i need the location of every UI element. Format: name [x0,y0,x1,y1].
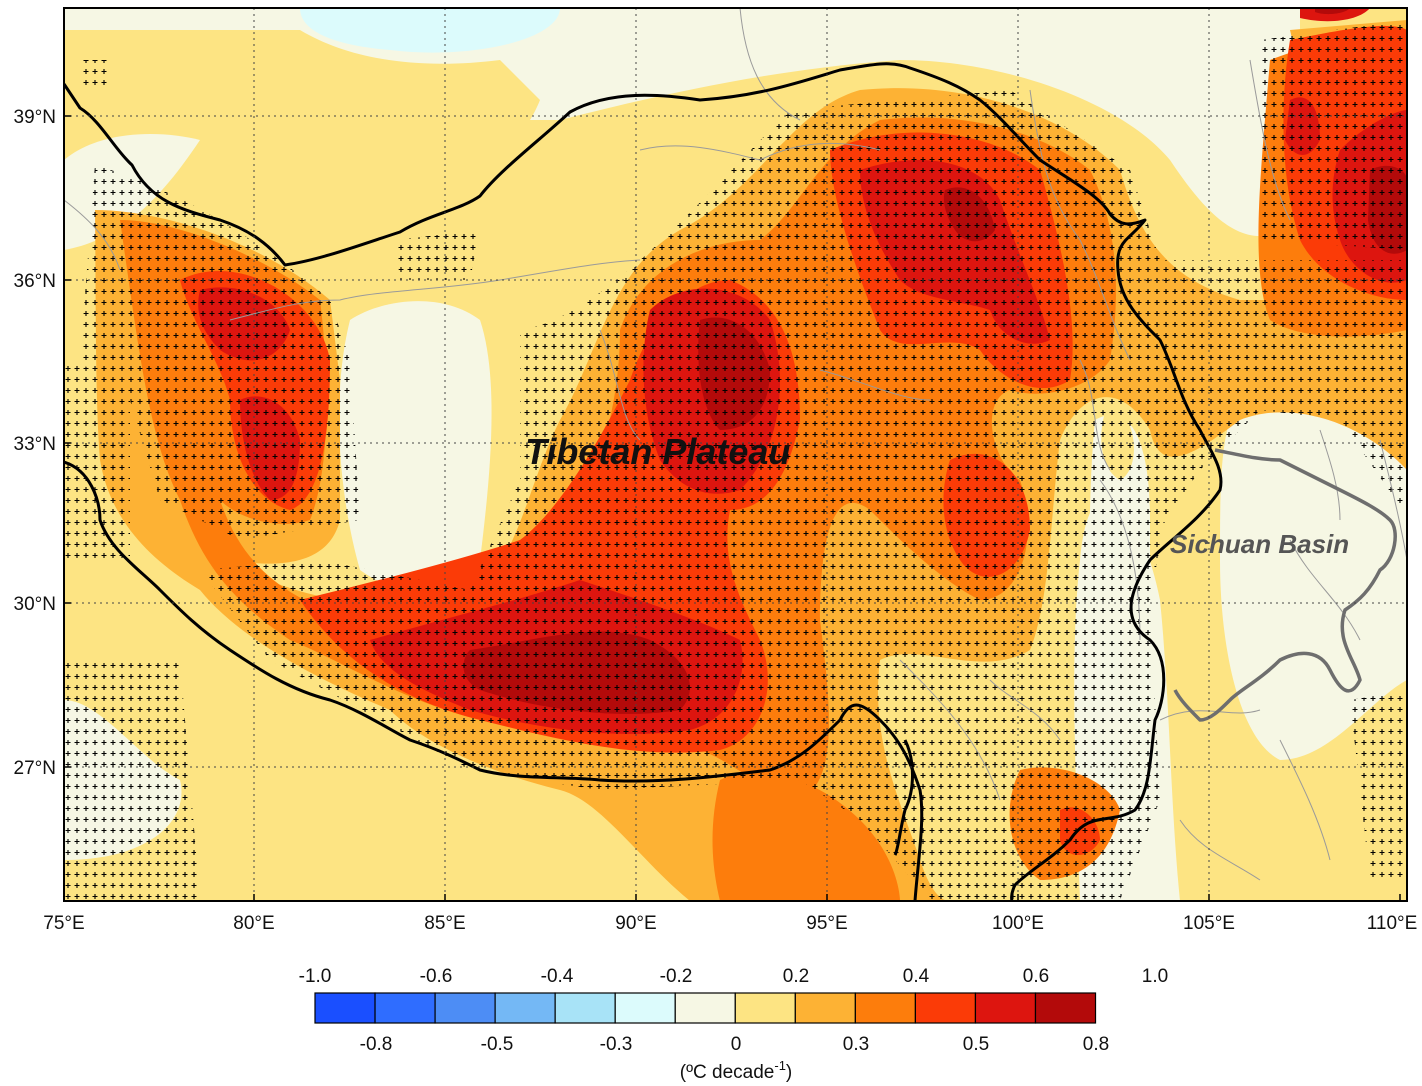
graticule [64,8,1407,901]
axis-ticks [63,115,1401,901]
colorbar-swatch [854,992,916,1024]
colorbar-swatch [374,992,436,1024]
map-frame [63,7,1408,902]
colorbar-label-top-2: -0.6 [420,966,453,987]
colorbar-label-bottom-3: -0.3 [600,1034,633,1055]
colorbar-label-top-4: -0.2 [660,966,693,987]
sichuan-basin-boundary [1173,448,1397,722]
y-tick-33n: 33°N [14,434,56,455]
colorbar-swatch [974,992,1037,1024]
colorbar-label-top-3: -0.4 [541,966,574,987]
tibetan-plateau-label: Tibetan Plateau [525,431,790,472]
sichuan-basin-label: Sichuan Basin [1170,529,1349,559]
x-tick-85e: 85°E [424,913,465,934]
tibetan-plateau-boundary [64,62,1223,901]
colorbar-label-top-5: 0.2 [783,966,809,987]
cool-pocket-west [339,301,492,592]
y-tick-36n: 36°N [14,271,56,292]
colorbar-unit-superscript: -1 [774,1058,786,1073]
x-tick-80e: 80°E [233,913,274,934]
colorbar-label-bottom-2: -0.5 [481,1034,514,1055]
colorbar-unit: (ºC decade-1) [680,1058,793,1083]
colorbar-swatch [734,992,796,1024]
colorbar-label-top-6: 0.4 [903,966,930,987]
warming-zone-05-south [712,772,900,901]
colorbar-swatch [674,992,736,1024]
colorbar-swatch [434,992,496,1024]
colorbar-label-bottom-1: -0.8 [360,1034,393,1055]
y-tick-27n: 27°N [14,758,56,779]
colorbar-unit-suffix: ) [786,1062,792,1083]
colorbar-swatch [914,992,977,1024]
colorbar-swatch [794,992,856,1024]
plateau-boundary-southeast [893,739,914,856]
colorbar-swatch [494,992,556,1024]
y-tick-30n: 30°N [14,594,56,615]
temperature-trend-field [64,8,1407,901]
colorbar-label-top-7: 0.6 [1023,966,1049,987]
cooling-area-north [300,8,560,53]
colorbar-swatch [314,992,376,1024]
colorbar-label-top-1: -1.0 [299,966,332,987]
y-tick-39n: 39°N [14,107,56,128]
plateau-boundary-south [64,460,924,901]
colorbar-label-bottom-7: 0.8 [1083,1034,1109,1055]
colorbar-label-bottom-4: 0 [731,1034,742,1055]
x-tick-75e: 75°E [43,913,84,934]
colorbar-unit-prefix: (ºC decade [680,1062,775,1083]
province-boundaries [64,8,1407,881]
colorbar: -1.0 -0.6 -0.4 -0.2 0.2 0.4 0.6 1.0 -0.8… [299,966,1169,1083]
x-tick-105e: 105°E [1183,913,1235,934]
x-tick-95e: 95°E [806,913,847,934]
x-tick-110e: 110°E [1367,913,1418,934]
colorbar-swatch [614,992,676,1024]
x-tick-100e: 100°E [992,913,1044,934]
colorbar-label-top-8: 1.0 [1142,966,1168,987]
colorbar-swatch [1034,992,1097,1024]
colorbar-boxes [314,992,1097,1024]
colorbar-label-bottom-5: 0.3 [843,1034,869,1055]
colorbar-label-bottom-6: 0.5 [963,1034,989,1055]
warming-core-northeast [1315,8,1350,15]
colorbar-swatch [554,992,616,1024]
x-tick-90e: 90°E [615,913,656,934]
